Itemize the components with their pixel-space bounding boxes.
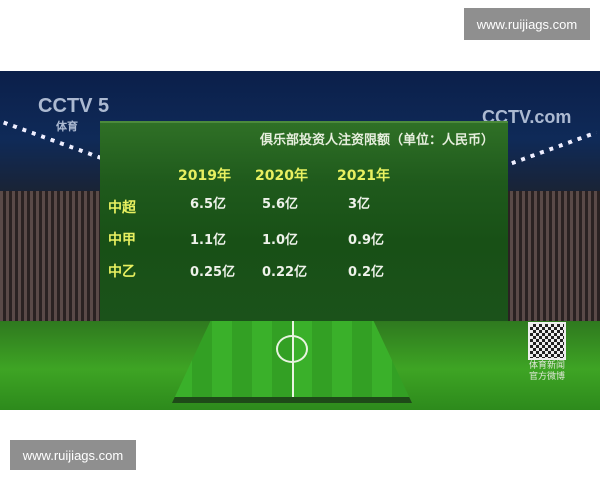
stadium-scene: CCTV 5 体育 CCTV.com 俱乐部投资人注资限额（单位：人民币） 201… xyxy=(0,71,600,410)
table-cell: 0.9亿 xyxy=(348,233,385,248)
qr-caption-line: 体育新闻 xyxy=(528,361,565,371)
table-title: 俱乐部投资人注资限额（单位：人民币） xyxy=(259,133,494,148)
table-cell: 3亿 xyxy=(348,197,371,212)
qr-caption-line: 官方微博 xyxy=(528,372,565,382)
watermark-top: www.ruijiags.com xyxy=(464,8,590,40)
table-cell: 0.2亿 xyxy=(348,265,385,280)
table-cell: 0.22亿 xyxy=(262,265,308,280)
column-header: 2019年 xyxy=(178,168,231,184)
pitch-graphic xyxy=(172,321,412,403)
channel-sub-text: 体育 xyxy=(56,121,78,133)
row-label: 中甲 xyxy=(108,232,136,248)
column-header: 2021年 xyxy=(337,168,390,184)
cctv5-logo: CCTV 5 体育 xyxy=(38,95,109,134)
channel-logo-text: CCTV 5 xyxy=(38,95,110,117)
qr-code xyxy=(528,322,566,360)
table-cell: 6.5亿 xyxy=(190,197,227,212)
row-label: 中乙 xyxy=(108,264,136,280)
column-header: 2020年 xyxy=(255,168,308,184)
table-cell: 5.6亿 xyxy=(262,197,299,212)
table-cell: 0.25亿 xyxy=(190,265,236,280)
table-cell: 1.1亿 xyxy=(190,233,227,248)
qr-caption: 体育新闻 官方微博 xyxy=(522,361,572,383)
watermark-bottom: www.ruijiags.com xyxy=(10,440,136,470)
info-table-panel: 俱乐部投资人注资限额（单位：人民币） 2019年 2020年 2021年 中超 … xyxy=(100,121,508,321)
row-label: 中超 xyxy=(108,200,136,216)
table-cell: 1.0亿 xyxy=(262,233,299,248)
center-circle xyxy=(276,335,308,363)
